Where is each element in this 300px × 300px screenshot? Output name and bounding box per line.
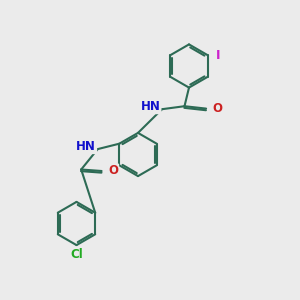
Text: I: I xyxy=(216,49,220,62)
Text: Cl: Cl xyxy=(70,248,83,261)
Text: HN: HN xyxy=(141,100,160,113)
Text: O: O xyxy=(213,102,223,115)
Text: HN: HN xyxy=(76,140,96,153)
Text: O: O xyxy=(108,164,118,178)
